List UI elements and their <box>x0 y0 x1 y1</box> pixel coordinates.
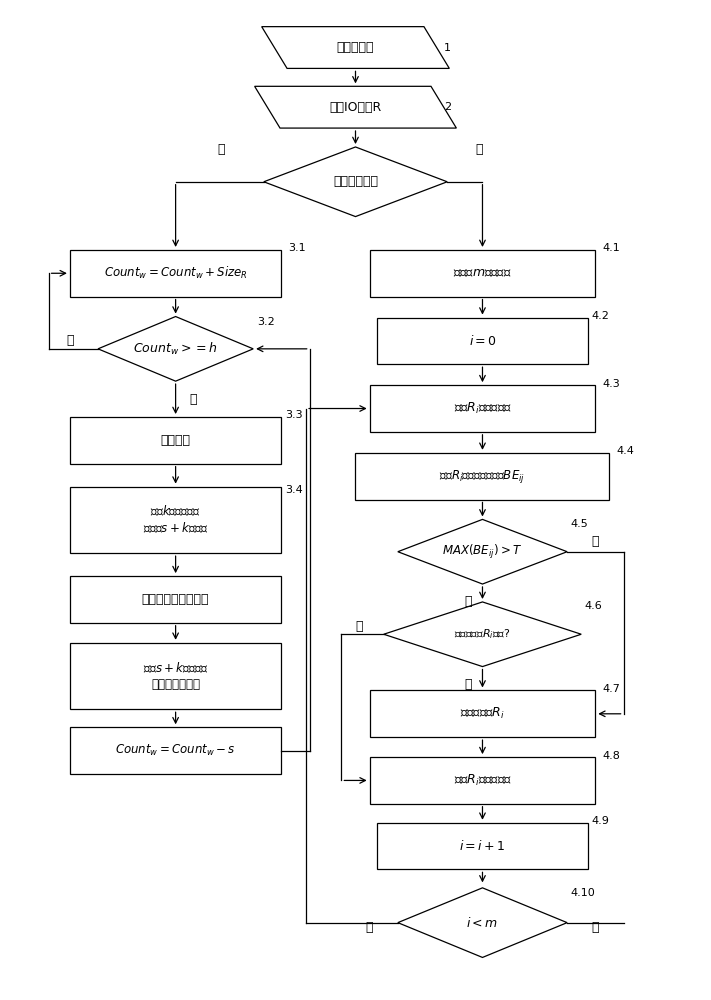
Polygon shape <box>98 317 253 381</box>
FancyBboxPatch shape <box>70 250 282 297</box>
FancyBboxPatch shape <box>356 453 609 500</box>
Text: 读取$R_i$所在的条带: 读取$R_i$所在的条带 <box>454 401 511 416</box>
Text: 3.4: 3.4 <box>285 485 303 495</box>
Text: 否: 否 <box>66 334 73 347</box>
Text: 4.7: 4.7 <box>602 684 620 694</box>
Text: 4.10: 4.10 <box>571 888 595 898</box>
Polygon shape <box>264 147 447 217</box>
Text: 4.4: 4.4 <box>616 446 634 456</box>
Text: $i=0$: $i=0$ <box>469 334 496 348</box>
FancyBboxPatch shape <box>70 487 282 553</box>
FancyBboxPatch shape <box>370 385 595 432</box>
Text: 读: 读 <box>475 143 483 156</box>
Text: 返回$R_i$请求的数据: 返回$R_i$请求的数据 <box>454 773 511 788</box>
Text: 4.5: 4.5 <box>571 519 589 529</box>
FancyBboxPatch shape <box>377 318 588 364</box>
Text: 是: 是 <box>190 393 197 406</box>
Text: 纠删码纠正$R_i$: 纠删码纠正$R_i$ <box>460 706 505 721</box>
Text: 选取条带: 选取条带 <box>161 434 191 447</box>
Text: 是: 是 <box>356 620 363 633</box>
Text: 4.2: 4.2 <box>592 311 610 321</box>
FancyBboxPatch shape <box>70 576 282 623</box>
Text: 3.3: 3.3 <box>285 410 303 420</box>
Text: $Count_w=Count_w-s$: $Count_w=Count_w-s$ <box>115 743 236 758</box>
Text: 否: 否 <box>464 678 472 691</box>
Text: 2: 2 <box>444 102 451 112</box>
Text: 是: 是 <box>366 921 373 934</box>
Text: $i<m$: $i<m$ <box>466 916 498 930</box>
Text: 4.8: 4.8 <box>602 751 620 761</box>
Text: 拆分为$m$个子请求: 拆分为$m$个子请求 <box>453 267 512 280</box>
FancyBboxPatch shape <box>377 823 588 869</box>
Polygon shape <box>255 86 456 128</box>
Text: 初始化系统: 初始化系统 <box>337 41 374 54</box>
Text: 1: 1 <box>444 43 451 53</box>
Text: 4.3: 4.3 <box>602 379 620 389</box>
FancyBboxPatch shape <box>70 417 282 464</box>
Text: 写入$s+k$个页面及
校验和、纠错码: 写入$s+k$个页面及 校验和、纠错码 <box>143 661 208 691</box>
Text: 纠错码纠正$R_i$成功?: 纠错码纠正$R_i$成功? <box>454 627 510 641</box>
Text: $MAX(BE_{ij})>T$: $MAX(BE_{ij})>T$ <box>442 543 523 561</box>
FancyBboxPatch shape <box>370 690 595 737</box>
FancyBboxPatch shape <box>70 643 282 709</box>
Text: 否: 否 <box>592 921 599 934</box>
Text: 是: 是 <box>592 535 599 548</box>
Text: 4.9: 4.9 <box>592 816 610 826</box>
FancyBboxPatch shape <box>370 757 595 804</box>
Polygon shape <box>398 519 567 584</box>
Text: 统计$R_i$各页面的错误位$BE_{ij}$: 统计$R_i$各页面的错误位$BE_{ij}$ <box>439 468 525 485</box>
Polygon shape <box>262 27 449 68</box>
Text: 接收IO请求R: 接收IO请求R <box>329 101 382 114</box>
Polygon shape <box>398 888 567 957</box>
Text: $i=i+1$: $i=i+1$ <box>459 839 506 853</box>
Text: 计算校验和、纠错码: 计算校验和、纠错码 <box>142 593 209 606</box>
Text: 3.1: 3.1 <box>289 243 306 253</box>
Text: 4.1: 4.1 <box>602 243 620 253</box>
Text: 4.6: 4.6 <box>584 601 602 611</box>
Text: $Count_w>=h$: $Count_w>=h$ <box>134 341 218 357</box>
Text: $Count_w=Count_w+Size_R$: $Count_w=Count_w+Size_R$ <box>104 265 247 281</box>
Text: 3.2: 3.2 <box>257 317 274 327</box>
Polygon shape <box>384 602 581 667</box>
Text: 否: 否 <box>464 595 472 608</box>
FancyBboxPatch shape <box>70 727 282 774</box>
Text: 写: 写 <box>218 143 225 156</box>
FancyBboxPatch shape <box>370 250 595 297</box>
Text: 生成$k$个冗余页面
共得到$s+k$个页面: 生成$k$个冗余页面 共得到$s+k$个页面 <box>143 504 208 535</box>
Text: 判定读写类型: 判定读写类型 <box>333 175 378 188</box>
